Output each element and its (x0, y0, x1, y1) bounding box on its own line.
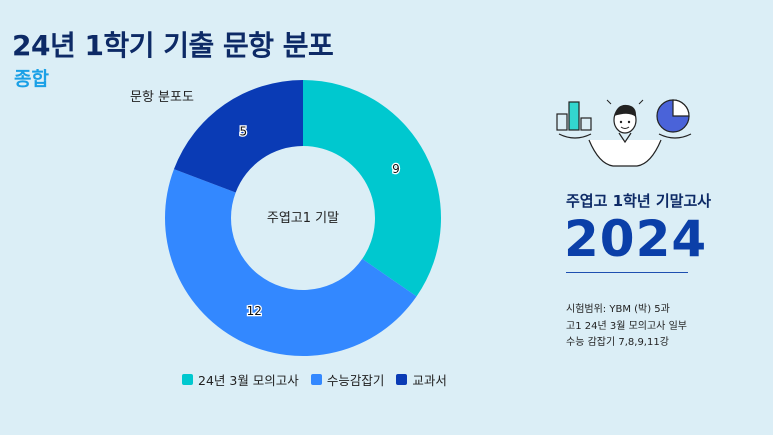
exam-heading: 주엽고 1학년 기말고사 (566, 192, 712, 210)
legend-swatch-1 (310, 374, 322, 385)
legend-label-1: 수능감잡기 (326, 373, 385, 388)
exam-scope-notes: 시험범위: YBM (박) 5과 고1 24년 3월 모의고사 일부 수능 감잡… (566, 302, 687, 352)
donut-slice-1 (164, 169, 417, 357)
legend-item-1: 수능감잡기 (310, 370, 385, 389)
slice-value-label-1: 12 (247, 304, 262, 318)
legend-swatch-2 (396, 374, 408, 385)
exam-scope-note: 고1 24년 3월 모의고사 일부 (566, 320, 687, 332)
slice-value-label-2: 5 (240, 125, 248, 139)
page-title: 24년 1학기 기출 문항 분포 (12, 29, 334, 62)
legend-label-0: 24년 3월 모의고사 (198, 373, 299, 388)
student-with-charts-illustration (556, 99, 692, 167)
chart-title: 문항 분포도 (130, 90, 194, 105)
donut-center-label: 주엽고1 기말 (267, 211, 339, 226)
donut-slice-0 (303, 80, 442, 297)
legend-item-0: 24년 3월 모의고사 (182, 370, 299, 389)
donut-slice-2 (173, 80, 303, 193)
legend-item-2: 교과서 (396, 370, 447, 389)
page-subtitle: 종합 (14, 68, 49, 90)
divider (566, 272, 688, 273)
slice-value-label-0: 9 (392, 162, 400, 176)
legend-swatch-0 (182, 374, 193, 385)
chart-legend: 24년 3월 모의고사 수능감잡기 교과서 (182, 370, 447, 389)
exam-scope-note: 시험범위: YBM (박) 5과 (566, 304, 670, 315)
exam-year: 2024 (564, 210, 708, 268)
legend-label-2: 교과서 (412, 373, 447, 388)
exam-scope-note: 수능 감잡기 7,8,9,11강 (566, 337, 669, 348)
